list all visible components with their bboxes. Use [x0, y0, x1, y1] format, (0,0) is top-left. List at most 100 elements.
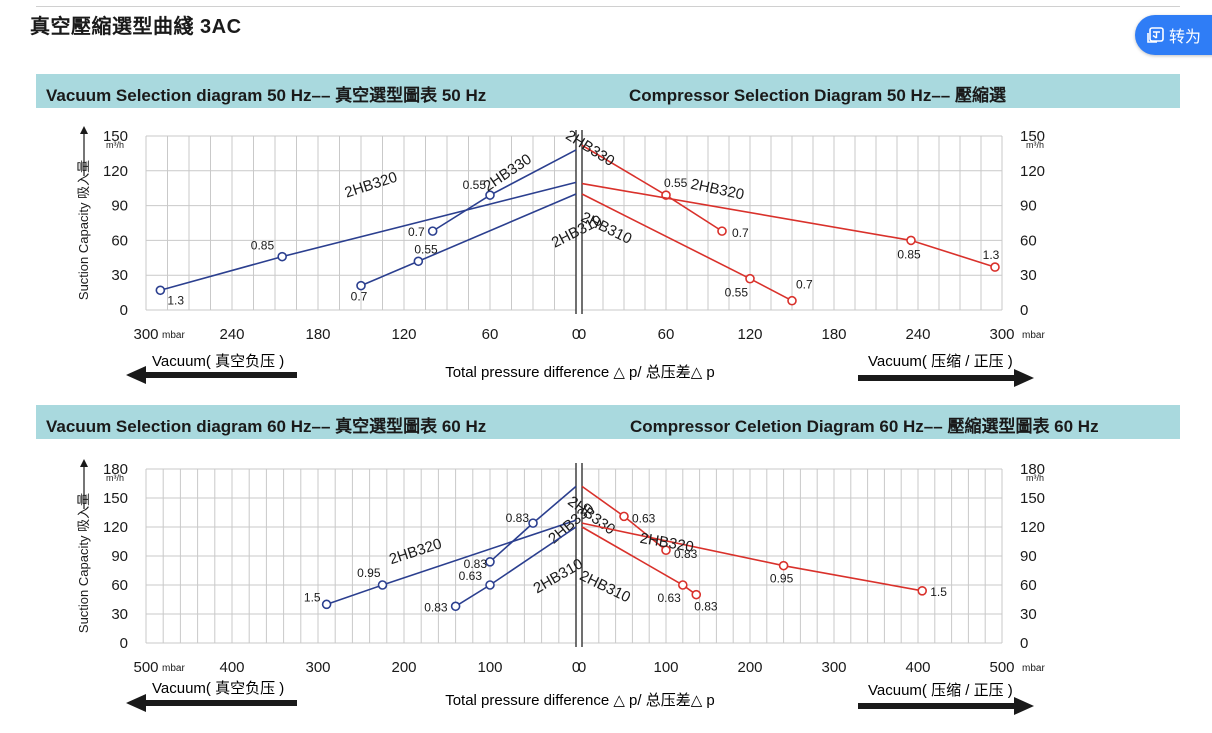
- compressor-direction-arrow-50hz: [858, 369, 1034, 387]
- chart4-x-tick-label: 300: [821, 659, 846, 676]
- chart4-marker-2hb330: [661, 545, 671, 556]
- chart3-x-tick-label: 500: [133, 659, 158, 676]
- compressor-50hz-title: Compressor Selection Diagram 50 Hz–– 壓縮選: [629, 86, 1006, 105]
- chart4-marker-2hb310: [677, 580, 688, 590]
- chart1-y-unit: m³/h: [106, 140, 124, 150]
- chart1-x-tick-label: 240: [219, 326, 244, 343]
- chart4-marker-label-2hb310: 0.83: [694, 600, 718, 614]
- chart3-x-unit: mbar: [162, 663, 185, 674]
- x-axis-title-50hz: Total pressure difference △ p/ 总压差△ p: [445, 364, 715, 381]
- chart2-series-name-2hb320: 2HB320: [689, 176, 746, 204]
- chart3-x-tick-label: 200: [391, 659, 416, 676]
- chart3-marker-2hb320: [377, 580, 388, 590]
- chart2-x-tick-label: 180: [821, 326, 846, 343]
- chart2-x-unit: mbar: [1022, 330, 1045, 341]
- chart3-y-unit: m³/h: [106, 473, 124, 483]
- compressor-60hz-title: Compressor Celetion Diagram 60 Hz–– 壓縮選型…: [630, 417, 1099, 436]
- y-axis-title-left-50hz: Suction Capacity 吸入量: [76, 160, 91, 300]
- chart3-marker-2hb310: [450, 601, 461, 612]
- chart4-series-name-2hb310: 2HB310: [577, 567, 633, 606]
- section-band-50hz: Vacuum Selection diagram 50 Hz–– 真空選型圖表 …: [36, 74, 1180, 108]
- chart4-y-tick-label: 30: [1020, 606, 1037, 623]
- chart4-y-unit: m³/h: [1026, 473, 1044, 483]
- chart2-y-tick-label: 60: [1020, 232, 1037, 249]
- chart2-marker-2hb310: [787, 295, 797, 306]
- chart4-marker-2hb320: [778, 560, 789, 571]
- chart2-marker-label-2hb310: 0.55: [725, 286, 749, 300]
- chart2-x-tick-label: 60: [658, 326, 675, 343]
- chart1-x-tick-label: 60: [482, 326, 499, 343]
- x-axis-title-60hz: Total pressure difference △ p/ 总压差△ p: [445, 692, 715, 709]
- chart4-y-tick-label: 90: [1020, 548, 1037, 565]
- chart3-x-tick-label: 400: [219, 659, 244, 676]
- chart4-y-tick-label: 60: [1020, 577, 1037, 594]
- chart1-y-tick-label: 60: [111, 232, 128, 249]
- chart2-marker-label-2hb320: 0.85: [897, 247, 921, 261]
- chart1-marker-label-2hb310: 0.7: [351, 290, 368, 304]
- chart3-marker-2hb310: [485, 580, 495, 590]
- chart4-marker-2hb320: [917, 585, 928, 596]
- chart3-marker-label-2hb320: 0.95: [357, 566, 381, 580]
- chart1-marker-2hb320: [155, 285, 166, 296]
- chart1-x-tick-label: 0: [572, 326, 580, 343]
- chart3-series-name-2hb310: 2HB310: [531, 555, 586, 597]
- chart1-x-unit: mbar: [162, 330, 185, 341]
- chart2-marker-label-2hb310: 0.7: [796, 278, 813, 292]
- chart1-marker-label-2hb320: 0.85: [251, 239, 275, 253]
- translate-button-label: 转为: [1169, 29, 1202, 46]
- vacuum-60hz-title: Vacuum Selection diagram 60 Hz–– 真空選型圖表 …: [46, 417, 487, 436]
- chart2-series-name-2hb330: 2HB330: [562, 127, 617, 170]
- chart4-y-tick-label: 150: [1020, 490, 1045, 507]
- chart2-marker-label-2hb330: 0.55: [664, 176, 688, 190]
- chart1-marker-2hb320: [277, 251, 287, 262]
- compressor-direction-label-60hz: Vacuum( 压缩 / 正压 ): [868, 682, 1013, 699]
- chart4-x-unit: mbar: [1022, 663, 1045, 674]
- chart3-x-tick-label: 100: [477, 659, 502, 676]
- chart4-y-tick-label: 120: [1020, 519, 1045, 536]
- chart1-y-tick-label: 0: [120, 302, 128, 319]
- chart3-y-tick-label: 90: [111, 548, 128, 565]
- chart2-marker-label-2hb320: 1.3: [983, 248, 1000, 262]
- vacuum-direction-arrow-50hz: [126, 366, 297, 384]
- chart4-x-tick-label: 200: [737, 659, 762, 676]
- chart1-y-axis-arrowhead: [80, 126, 88, 134]
- vacuum-direction-label-50hz: Vacuum( 真空负压 ): [152, 352, 284, 370]
- chart3-marker-label-2hb330: 0.83: [464, 557, 488, 571]
- chart2-marker-2hb320: [906, 235, 916, 246]
- chart4-marker-label-2hb310: 0.63: [657, 591, 681, 605]
- chart2-marker-label-2hb330: 0.7: [732, 226, 749, 240]
- chart3-marker-2hb330: [485, 556, 495, 567]
- chart2-marker-2hb310: [745, 273, 755, 284]
- chart2-y-tick-label: 90: [1020, 198, 1037, 215]
- chart4-y-tick-label: 0: [1020, 635, 1028, 652]
- chart1-marker-label-2hb320: 1.3: [167, 293, 184, 307]
- chart4-marker-label-2hb330: 0.83: [674, 547, 698, 561]
- compressor-direction-label-50hz: Vacuum( 压缩 / 正压 ): [868, 353, 1013, 370]
- chart3-y-tick-label: 150: [103, 490, 128, 507]
- chart3-y-tick-label: 0: [120, 635, 128, 652]
- chart3-x-tick-label: 300: [305, 659, 330, 676]
- chart1-x-tick-label: 180: [305, 326, 330, 343]
- chart2-x-tick-label: 0: [578, 326, 586, 343]
- chart1-marker-2hb310: [413, 256, 424, 267]
- chart2-y-tick-label: 30: [1020, 267, 1037, 284]
- chart1-y-tick-label: 30: [111, 267, 128, 284]
- chart3-series-name-2hb320: 2HB320: [387, 535, 444, 568]
- chart2-x-tick-label: 120: [737, 326, 762, 343]
- chart3-marker-label-2hb330: 0.83: [506, 511, 530, 525]
- vacuum-direction-arrow-60hz: [126, 694, 297, 712]
- chart1-marker-label-2hb330: 0.7: [408, 225, 425, 239]
- chart3-marker-2hb330: [528, 518, 538, 528]
- translate-icon: [1147, 27, 1164, 43]
- chart3-y-axis-arrowhead: [80, 459, 88, 467]
- chart2-y-unit: m³/h: [1026, 140, 1044, 150]
- translate-button[interactable]: 转为: [1135, 15, 1212, 55]
- chart1-marker-2hb310: [356, 280, 366, 291]
- chart1-series-line-2hb320: [160, 181, 577, 292]
- chart2-marker-2hb320: [990, 262, 1000, 272]
- chart3-marker-label-2hb320: 1.5: [304, 590, 321, 604]
- chart2-y-tick-label: 0: [1020, 302, 1028, 319]
- vacuum-50hz-title: Vacuum Selection diagram 50 Hz–– 真空選型圖表 …: [46, 86, 487, 105]
